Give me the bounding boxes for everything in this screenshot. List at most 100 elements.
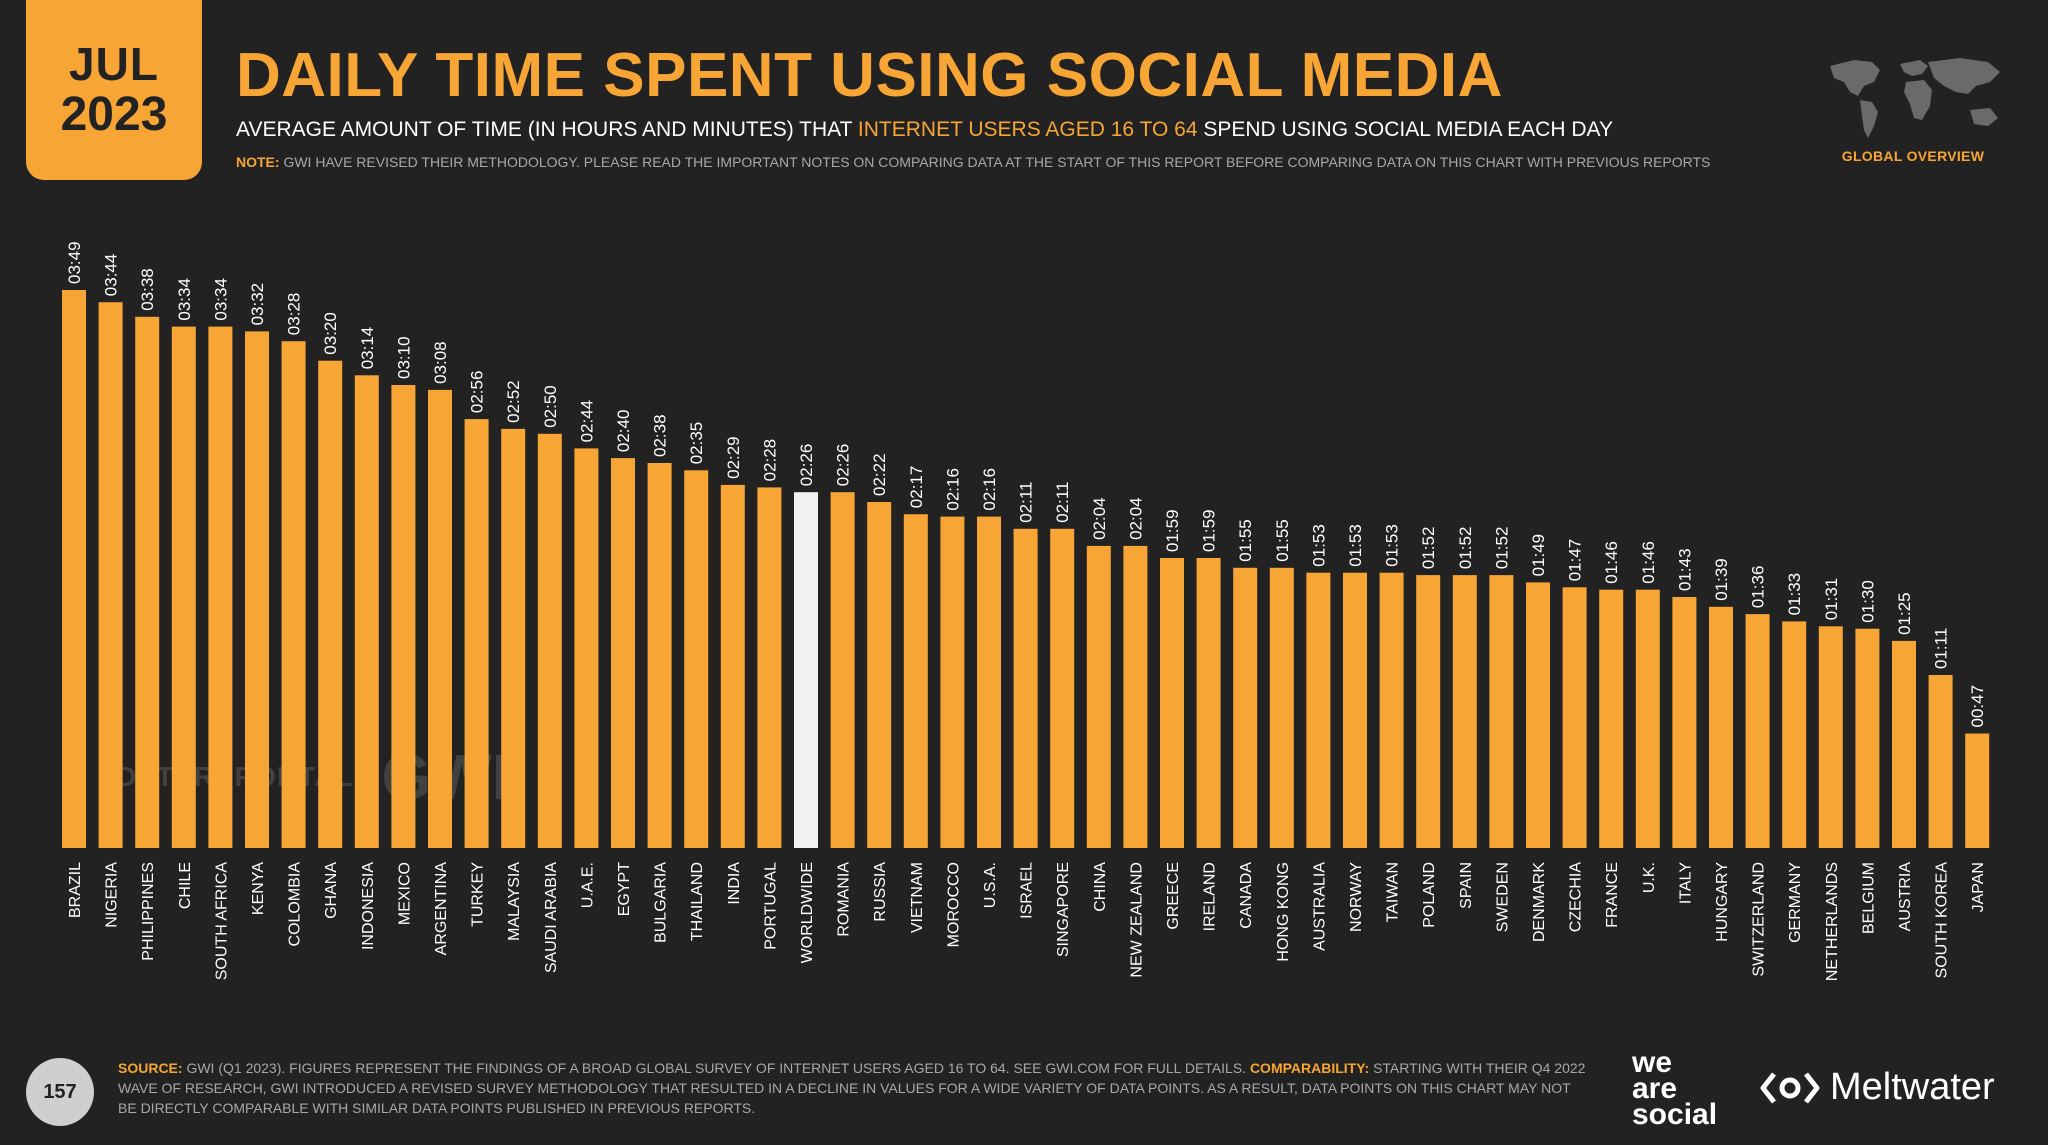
value-label: 02:29 — [724, 436, 743, 479]
methodology-note: NOTE: GWI HAVE REVISED THEIR METHODOLOGY… — [236, 154, 1710, 170]
bar-argentina — [428, 389, 452, 848]
value-label: 01:30 — [1858, 580, 1877, 623]
bar-vietnam — [903, 514, 928, 848]
bar-saudi-arabia — [537, 433, 562, 848]
bar-u-a-e- — [574, 448, 599, 848]
global-overview-label: GLOBAL OVERVIEW — [1841, 148, 1985, 164]
category-label: ARGENTINA — [433, 862, 450, 956]
category-label: POLAND — [1421, 862, 1438, 928]
meltwater-icon — [1760, 1071, 1820, 1104]
value-label: 01:55 — [1236, 519, 1255, 562]
category-label: BULGARIA — [653, 862, 670, 943]
note-label: NOTE: — [236, 154, 280, 170]
bar-hong-kong — [1269, 567, 1294, 848]
category-label: SWITZERLAND — [1751, 862, 1768, 977]
category-label: MALAYSIA — [506, 862, 523, 941]
value-label: 01:33 — [1785, 573, 1804, 616]
category-label: BELGIUM — [1860, 862, 1877, 934]
value-label: 01:52 — [1419, 527, 1438, 570]
bar-greece — [1160, 558, 1184, 848]
value-label: 01:52 — [1456, 527, 1475, 570]
category-label: NIGERIA — [104, 862, 121, 928]
bar-australia — [1306, 572, 1331, 848]
bar-spain — [1452, 575, 1477, 848]
value-label: 03:08 — [431, 341, 450, 384]
category-label: INDIA — [726, 862, 743, 905]
value-label: 01:39 — [1712, 558, 1731, 601]
category-label: PORTUGAL — [762, 862, 779, 950]
category-label: NETHERLANDS — [1824, 862, 1841, 981]
bar-indonesia — [354, 375, 379, 848]
bar-thailand — [684, 470, 709, 848]
logo-line-1: we — [1632, 1046, 1673, 1079]
world-map-icon — [1830, 58, 2000, 138]
category-label: AUSTRALIA — [1311, 862, 1328, 951]
value-label: 03:14 — [358, 327, 377, 370]
category-label: U.K. — [1641, 862, 1658, 893]
value-label: 02:11 — [1017, 482, 1036, 523]
category-label: BRAZIL — [67, 862, 84, 918]
category-label: WORLDWIDE — [799, 862, 816, 963]
category-label: KENYA — [250, 862, 267, 915]
bar-nigeria — [98, 302, 123, 848]
bar-china — [1086, 545, 1111, 848]
source-label: SOURCE: — [118, 1060, 183, 1076]
value-label: 01:47 — [1566, 539, 1585, 582]
comparability-label: COMPARABILITY: — [1249, 1060, 1370, 1076]
value-label: 01:25 — [1895, 592, 1914, 635]
category-label: GERMANY — [1787, 862, 1804, 943]
category-label: U.S.A. — [982, 862, 999, 908]
value-label: 03:38 — [138, 268, 157, 311]
value-label: 01:46 — [1639, 541, 1658, 584]
logo-line-3: social — [1632, 1098, 1718, 1131]
value-label: 03:49 — [65, 241, 84, 284]
bar-denmark — [1526, 582, 1550, 848]
bar-india — [720, 484, 745, 848]
we-are-social-logo: we are social — [1632, 1046, 1718, 1131]
category-label: ROMANIA — [836, 862, 853, 937]
category-label: HUNGARY — [1714, 862, 1731, 942]
category-label: EGYPT — [616, 862, 633, 916]
value-label: 01:59 — [1200, 509, 1219, 552]
value-label: 02:35 — [687, 422, 706, 465]
value-label: 01:36 — [1749, 566, 1768, 609]
value-label: 02:16 — [943, 468, 962, 511]
bar-poland — [1416, 575, 1441, 848]
bar-taiwan — [1379, 572, 1404, 848]
value-label: 01:53 — [1346, 524, 1365, 567]
category-label: GHANA — [323, 862, 340, 919]
bar-russia — [867, 502, 892, 848]
value-label: 03:20 — [321, 312, 340, 355]
bar-japan — [1965, 733, 1990, 848]
bar-netherlands — [1818, 626, 1843, 848]
value-label: 01:31 — [1822, 578, 1841, 621]
value-label: 01:55 — [1273, 519, 1292, 562]
bar-ghana — [318, 360, 343, 848]
value-label: 02:40 — [614, 410, 633, 453]
bar-belgium — [1855, 628, 1880, 848]
logo-line-2: are — [1632, 1072, 1678, 1105]
category-label: MEXICO — [396, 862, 413, 925]
category-label: INDONESIA — [360, 862, 377, 950]
value-label: 02:38 — [651, 414, 670, 457]
category-label: ITALY — [1677, 862, 1694, 904]
category-label: SWEDEN — [1494, 862, 1511, 932]
source-note: SOURCE: GWI (Q1 2023). FIGURES REPRESENT… — [118, 1058, 1588, 1118]
value-label: 01:11 — [1932, 628, 1951, 669]
category-label: HONG KONG — [1275, 862, 1292, 962]
value-label: 02:26 — [834, 444, 853, 487]
meltwater-wordmark: Meltwater — [1830, 1066, 1995, 1108]
subtitle-part-1: AVERAGE AMOUNT OF TIME (IN HOURS AND MIN… — [236, 118, 858, 141]
category-label: VIETNAM — [909, 862, 926, 933]
category-label: SOUTH AFRICA — [213, 862, 230, 981]
value-label: 02:16 — [980, 468, 999, 511]
chart-title: DAILY TIME SPENT USING SOCIAL MEDIA — [236, 41, 1503, 110]
bar-singapore — [1050, 528, 1075, 848]
value-label: 02:26 — [797, 444, 816, 487]
category-label: SAUDI ARABIA — [543, 862, 560, 973]
value-label: 02:17 — [907, 466, 926, 509]
bar-germany — [1782, 621, 1807, 848]
value-label: 01:53 — [1309, 524, 1328, 567]
bar-philippines — [135, 316, 160, 848]
